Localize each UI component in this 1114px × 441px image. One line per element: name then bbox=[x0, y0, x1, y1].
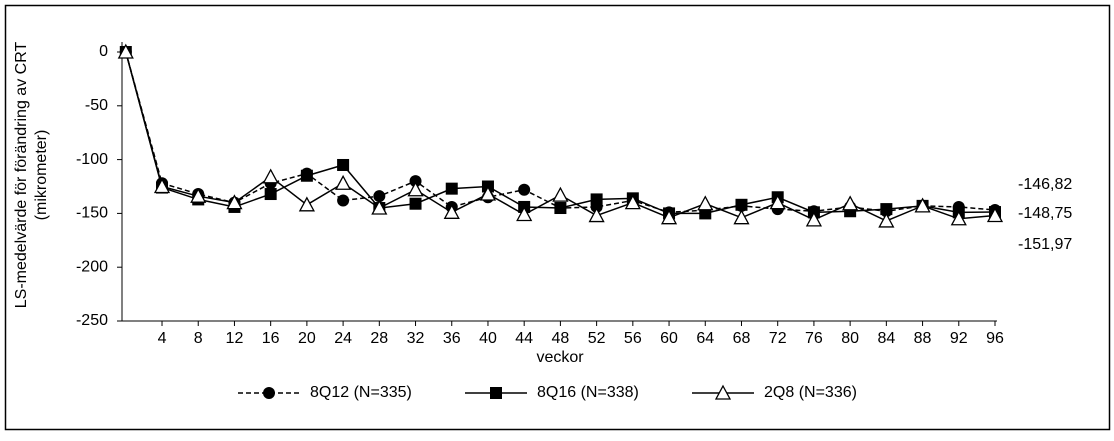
legend-label: 8Q16 (N=338) bbox=[537, 384, 639, 401]
y-tick-label: -150 bbox=[76, 205, 108, 222]
marker bbox=[300, 169, 313, 182]
marker bbox=[190, 187, 207, 203]
y-tick-label: 0 bbox=[99, 43, 108, 60]
marker bbox=[769, 194, 786, 210]
x-tick-label: 60 bbox=[660, 330, 678, 347]
x-tick-label: 16 bbox=[262, 330, 280, 347]
marker bbox=[337, 194, 350, 207]
marker bbox=[590, 193, 603, 206]
x-tick-label: 68 bbox=[733, 330, 751, 347]
x-tick-label: 8 bbox=[194, 330, 203, 347]
marker bbox=[373, 190, 386, 203]
marker bbox=[588, 207, 605, 223]
marker bbox=[337, 158, 350, 171]
marker bbox=[516, 206, 533, 222]
marker bbox=[117, 43, 134, 59]
marker bbox=[153, 178, 171, 194]
marker bbox=[552, 186, 569, 202]
x-tick-label: 52 bbox=[588, 330, 606, 347]
marker bbox=[880, 203, 893, 216]
y-axis-label: LS-medelvärde för förändring av CRT bbox=[13, 42, 30, 309]
x-tick-label: 56 bbox=[624, 330, 642, 347]
marker bbox=[490, 387, 502, 399]
marker bbox=[409, 197, 422, 210]
x-tick-label: 76 bbox=[805, 330, 823, 347]
x-tick-label: 12 bbox=[226, 330, 244, 347]
marker bbox=[950, 210, 967, 226]
marker bbox=[660, 209, 678, 225]
x-tick-label: 88 bbox=[914, 330, 932, 347]
x-tick-label: 28 bbox=[370, 330, 388, 347]
x-tick-label: 24 bbox=[334, 330, 352, 347]
legend-label: 8Q12 (N=335) bbox=[310, 384, 412, 401]
marker bbox=[554, 202, 567, 215]
x-tick-label: 84 bbox=[877, 330, 895, 347]
marker bbox=[335, 174, 352, 190]
marker bbox=[445, 182, 458, 195]
frame bbox=[4, 4, 1111, 431]
marker bbox=[226, 194, 243, 210]
x-tick-label: 96 bbox=[986, 330, 1004, 347]
x-axis-label: veckor bbox=[536, 349, 584, 366]
marker bbox=[699, 207, 712, 220]
annotation: -148,75 bbox=[1018, 205, 1072, 222]
marker bbox=[407, 181, 424, 197]
y-axis-label: (mikrometer) bbox=[33, 130, 50, 221]
y-tick-label: -250 bbox=[76, 312, 108, 329]
marker bbox=[733, 209, 750, 225]
x-tick-label: 72 bbox=[769, 330, 787, 347]
y-tick-label: -200 bbox=[76, 258, 108, 275]
marker bbox=[518, 183, 531, 196]
marker bbox=[263, 387, 275, 399]
marker bbox=[443, 203, 460, 219]
x-tick-label: 92 bbox=[950, 330, 968, 347]
annotation: -151,97 bbox=[1018, 236, 1072, 253]
marker bbox=[914, 197, 931, 213]
legend-label: 2Q8 (N=336) bbox=[764, 384, 857, 401]
y-tick-label: -100 bbox=[76, 151, 108, 168]
marker bbox=[714, 384, 732, 400]
x-tick-label: 4 bbox=[158, 330, 167, 347]
marker bbox=[264, 188, 277, 201]
marker bbox=[986, 207, 1004, 223]
x-tick-label: 32 bbox=[407, 330, 425, 347]
x-tick-label: 36 bbox=[443, 330, 461, 347]
marker bbox=[262, 168, 279, 184]
marker bbox=[805, 211, 823, 227]
x-tick-label: 64 bbox=[696, 330, 714, 347]
x-tick-label: 40 bbox=[479, 330, 497, 347]
annotation: -146,82 bbox=[1018, 176, 1072, 193]
marker bbox=[842, 195, 859, 211]
y-tick-label: -50 bbox=[85, 97, 108, 114]
marker bbox=[697, 195, 714, 211]
x-tick-label: 20 bbox=[298, 330, 316, 347]
marker bbox=[624, 194, 641, 210]
marker bbox=[371, 199, 388, 215]
x-tick-label: 48 bbox=[552, 330, 570, 347]
x-tick-label: 80 bbox=[841, 330, 859, 347]
marker bbox=[409, 175, 422, 188]
marker bbox=[479, 185, 497, 201]
x-tick-label: 44 bbox=[515, 330, 533, 347]
marker bbox=[735, 198, 748, 211]
marker bbox=[298, 196, 315, 212]
marker bbox=[878, 212, 895, 228]
